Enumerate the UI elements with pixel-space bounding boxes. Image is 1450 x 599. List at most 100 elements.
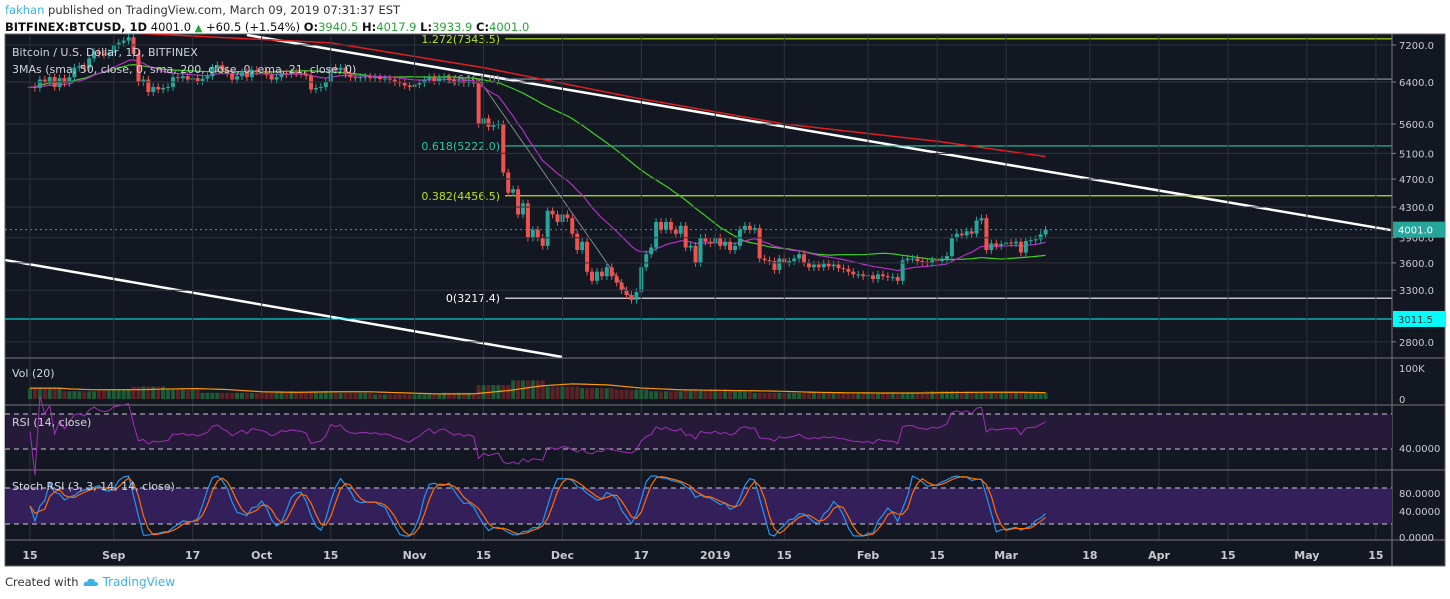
volume-bar: [422, 394, 427, 399]
candle-body: [959, 233, 964, 236]
volume-bar: [382, 394, 387, 399]
candle-body: [604, 267, 609, 277]
volume-bar: [698, 389, 703, 399]
candle-body: [964, 231, 969, 236]
candle-body: [1023, 240, 1028, 253]
volume-bar: [392, 394, 397, 399]
candle-body: [343, 67, 348, 75]
candle-body: [348, 74, 353, 78]
candle-body: [215, 65, 220, 68]
volume-bar: [974, 392, 979, 399]
volume-bar: [471, 392, 476, 399]
volume-bar: [1014, 392, 1018, 399]
candle-body: [77, 66, 82, 68]
tradingview-cloud-icon: [83, 578, 98, 586]
volume-bar: [289, 391, 294, 399]
y-tick-label: 4300.0: [1399, 203, 1434, 214]
candle-body: [806, 262, 811, 268]
volume-bar: [762, 392, 767, 399]
volume-bar: [481, 385, 486, 399]
y-tick-label: 2800.0: [1399, 338, 1434, 349]
candle-body: [831, 264, 836, 267]
volume-bar: [856, 393, 861, 399]
volume-bar: [989, 392, 994, 399]
candle-body: [166, 86, 171, 88]
candle-body: [230, 73, 235, 80]
candle-body: [373, 77, 378, 79]
stoch-band-fill: [5, 488, 1392, 524]
candle-body: [693, 245, 698, 263]
rsi-line: [29, 396, 1046, 476]
candle-body: [590, 271, 595, 281]
volume-bar: [649, 391, 654, 399]
candle-body: [126, 37, 131, 41]
volume-bar: [703, 389, 708, 399]
volume-bar: [875, 393, 880, 399]
candle-body: [594, 271, 599, 281]
candle-body: [67, 77, 72, 84]
volume-bar: [979, 392, 984, 399]
volume-bar: [244, 392, 249, 399]
price-chart[interactable]: 1.272(7343.5) 1(6461.0) 0.618(5222.0) 0.382…: [0, 0, 1450, 570]
volume-bar: [787, 392, 792, 399]
candle-body: [570, 218, 575, 234]
volume-bar: [294, 391, 299, 399]
candle-body: [846, 269, 851, 272]
candle-body: [106, 52, 111, 55]
volume-bar: [328, 391, 333, 399]
open-label: O:: [303, 20, 319, 34]
x-tick-label: Mar: [994, 549, 1018, 562]
volume-bar: [673, 391, 678, 399]
volume-bar: [28, 388, 32, 399]
candle-body: [220, 65, 225, 70]
volume-bar: [930, 391, 935, 399]
volume-bar: [333, 391, 338, 399]
candle-body: [856, 274, 861, 276]
volume-bar: [412, 394, 417, 399]
candle-body: [506, 172, 511, 193]
volume-bar: [373, 394, 378, 399]
volume-bar: [752, 392, 757, 399]
volume-bar: [718, 391, 723, 399]
candle-body: [1033, 239, 1038, 241]
candle-body: [545, 210, 550, 246]
candle-body: [235, 76, 240, 80]
volume-bar: [535, 380, 540, 399]
volume-bar: [599, 388, 604, 399]
candle-body: [392, 79, 397, 83]
candle-body: [1014, 241, 1018, 244]
candle-body: [427, 77, 432, 80]
volume-bar: [309, 391, 314, 399]
candle-body: [141, 79, 146, 83]
candle-body: [728, 241, 733, 251]
volume-bar: [225, 392, 230, 399]
candle-body: [757, 228, 762, 259]
volume-bar: [826, 392, 831, 399]
volume-bar: [1018, 392, 1023, 399]
candle-body: [131, 37, 136, 54]
x-tick-label: 15: [929, 549, 944, 562]
candle-body: [1028, 240, 1033, 242]
volume-bar: [264, 392, 269, 399]
volume-bar: [816, 392, 821, 399]
volume-bar: [230, 392, 235, 399]
volume-bar: [757, 392, 762, 399]
candle-body: [530, 229, 535, 238]
candle-body: [949, 237, 954, 256]
candle-body: [678, 225, 683, 234]
candle-body: [575, 233, 580, 251]
close-label: C:: [476, 20, 490, 34]
volume-bar: [530, 380, 535, 399]
volume-bar: [205, 392, 210, 399]
volume-bar: [920, 392, 925, 399]
author-link[interactable]: fakhan: [5, 3, 45, 17]
volume-bar: [540, 380, 545, 399]
volume-bar: [136, 386, 141, 399]
price-change: +60.5 (+1.54%): [206, 20, 301, 34]
candle-body: [683, 225, 688, 248]
volume-bar: [476, 385, 481, 399]
candle-body: [274, 77, 279, 80]
candle-body: [161, 87, 166, 90]
candle-body: [742, 225, 747, 230]
tradingview-logo[interactable]: TradingView: [102, 575, 176, 589]
